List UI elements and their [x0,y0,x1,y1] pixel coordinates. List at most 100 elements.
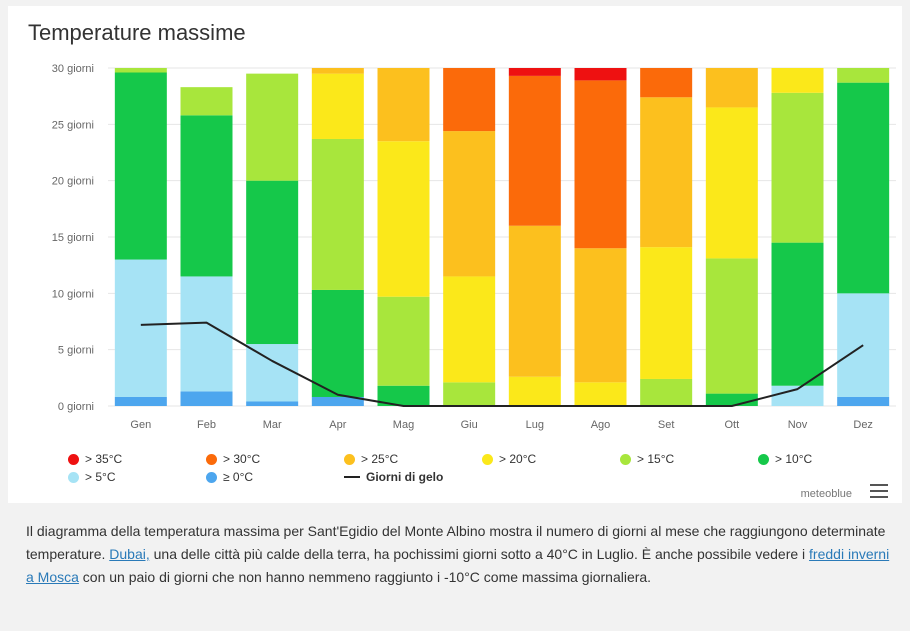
x-tick-label: Lug [526,419,544,431]
bar-segment [640,378,693,406]
bar-segment [574,382,627,406]
legend-swatch [68,453,79,465]
y-tick-label: 20 giorni [52,176,94,188]
y-tick-label: 5 giorni [58,345,94,357]
x-tick-label: Giu [461,419,478,431]
bar-segment [508,68,561,76]
stacked-bar-chart: 0 giorni 5 giorni 10 giorni 15 giorni 20 gio… [52,63,896,431]
bar-segment [640,97,693,248]
bar-segment [640,68,693,98]
bar-segment [574,68,627,81]
legend-item[interactable]: > 20°C [482,452,536,466]
legend-item[interactable]: > 15°C [620,452,674,466]
legend-label: Giorni di gelo [366,470,444,484]
moscow-winters-link[interactable]: freddi inverni a Mosca [26,546,890,585]
bar-segment [377,385,430,406]
bar-segment [311,73,364,139]
legend-swatch [206,453,217,465]
bar-segment [771,68,824,93]
bar-segment [508,376,561,406]
chart-card: Temperature massime 0 giorni 5 giorni 10 g… [8,6,902,503]
bar-segment [443,382,496,406]
legend-label: > 35°C [85,452,123,466]
bar-segment [837,68,890,83]
bar-segment [574,248,627,383]
legend-item[interactable]: > 10°C [758,452,812,466]
legend-item[interactable]: > 25°C [344,452,398,466]
bar-segment [705,107,758,259]
bar-segment [246,344,299,402]
bar-segment [180,391,233,406]
x-tick-label: Dez [853,419,873,431]
chart-title: Temperature massime [28,20,246,45]
bar-segment [443,68,496,132]
legend-label: > 15°C [637,452,675,466]
y-tick-label: 0 giorni [58,401,94,413]
bar-segment [705,393,758,406]
x-tick-label: Apr [329,419,346,431]
bar-segment [311,396,364,406]
bar-segment [508,75,561,226]
bar-segment [640,247,693,379]
bar-segment [377,296,430,386]
chart-legend: > 35°C > 30°C > 25°C > 20°C > 15°C > 10°… [68,452,848,492]
x-tick-label: Mar [263,419,282,431]
bar-segment [114,396,167,406]
bar-segment [246,401,299,406]
legend-swatch [68,471,79,483]
dubai-link[interactable]: Dubai, [109,546,150,562]
bar-segment [705,258,758,394]
x-tick-label: Set [658,419,675,431]
bar-segment [114,72,167,260]
bar-segment [114,68,167,73]
x-tick-label: Mag [393,419,414,431]
meteoblue-credit[interactable]: meteoblue [800,488,852,500]
legend-item[interactable]: > 35°C [68,452,122,466]
frost-days-line [140,321,864,407]
bar-segment [508,225,561,377]
bar-segment [837,82,890,294]
caption-text: una delle città più calde della terra, h… [149,546,810,562]
legend-item-frost-days[interactable]: Giorni di gelo [344,470,443,484]
legend-swatch [206,471,217,483]
legend-swatch [344,453,355,465]
legend-label: ≥ 0°C [223,470,254,484]
bar-segment [311,68,364,74]
x-tick-label: Ott [724,419,739,431]
y-tick-label: 10 giorni [52,288,94,300]
caption-text: Il diagramma della temperatura massima p… [26,523,886,562]
legend-line-swatch [344,476,360,478]
bar-segment [837,396,890,406]
bar-segment [114,259,167,397]
legend-label: > 30°C [223,452,261,466]
bar-segment [180,115,233,277]
bar-segment [705,68,758,108]
chart-description: Il diagramma della temperatura massima p… [26,520,896,589]
bar-segment [311,138,364,290]
legend-swatch [620,453,631,465]
hamburger-menu-icon[interactable] [870,484,888,498]
y-tick-label: 25 giorni [52,119,94,131]
x-tick-label: Gen [130,419,151,431]
bar-segment [246,73,299,181]
legend-label: > 10°C [775,452,813,466]
x-tick-label: Feb [197,419,216,431]
bar-segment [443,131,496,277]
bar-segment [443,276,496,383]
y-tick-label: 30 giorni [52,63,94,75]
y-tick-label: 15 giorni [52,232,94,244]
legend-item[interactable]: ≥ 0°C [206,470,253,484]
bar-segment [771,385,824,406]
legend-label: > 5°C [85,470,116,484]
bar-segment [377,68,430,142]
bar-segment [771,92,824,243]
caption-text: con un paio di giorni che non hanno nemm… [78,569,652,585]
bar-segment [311,289,364,397]
bar-segment [771,242,824,386]
legend-label: > 25°C [361,452,399,466]
bar-segment [180,87,233,116]
legend-item[interactable]: > 5°C [68,470,115,484]
bar-segment [574,80,627,249]
legend-item[interactable]: > 30°C [206,452,260,466]
legend-swatch [758,453,769,465]
